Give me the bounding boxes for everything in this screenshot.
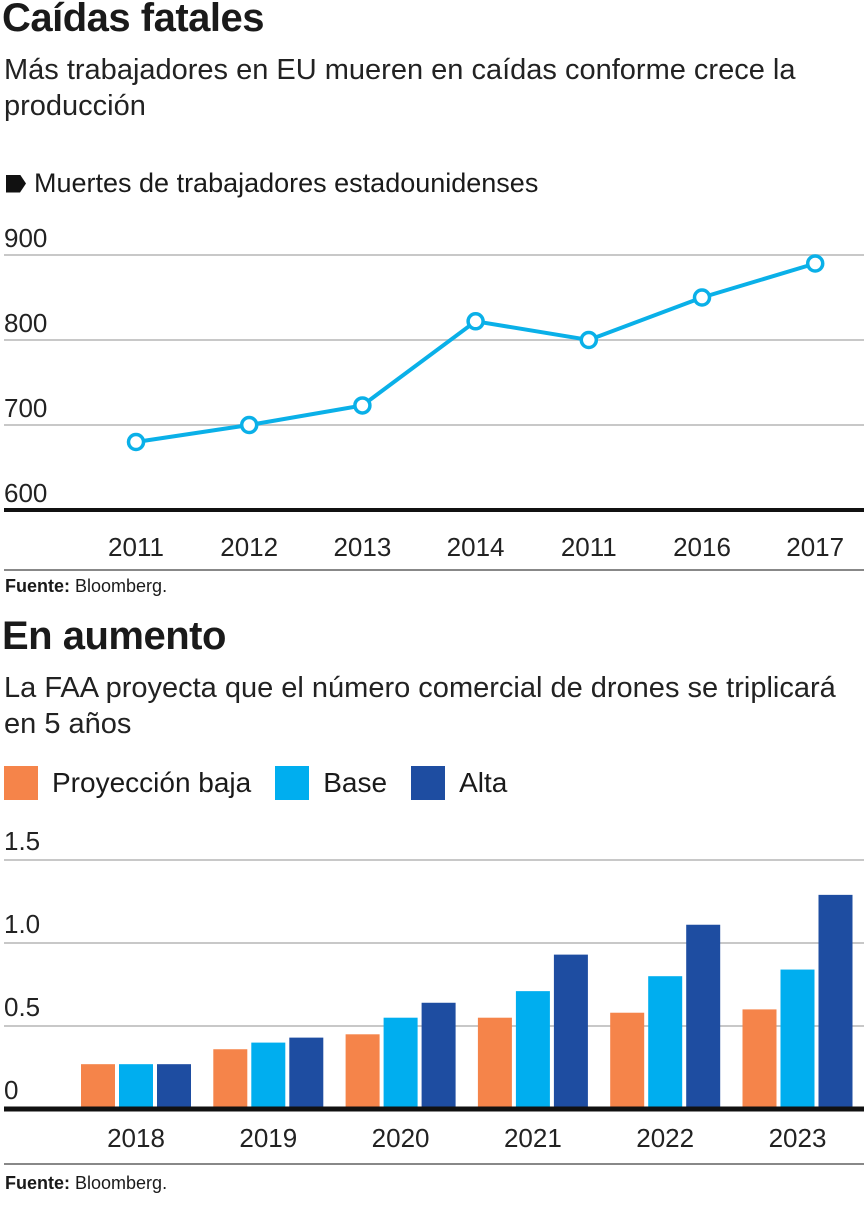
chart1-subtitle: Más trabajadores en EU mueren en caídas … [4,54,796,122]
chart2-subtitle: La FAA proyecta que el número comercial … [4,672,836,740]
line-chart: 600 700 800 900 2011 2012 2013 2014 2011 2016 2017 [4,223,864,571]
legend-label: Base [323,767,388,798]
chart1-title: Caídas fatales [2,0,265,40]
x-tick-label: 2023 [769,1123,827,1153]
bar-base [515,991,550,1109]
legend-swatch [275,766,310,800]
bar-alta [818,894,853,1109]
x-tick-label: 2016 [673,532,731,562]
data-point [353,396,372,415]
bar-base [119,1064,153,1109]
y-tick-label: 1.5 [4,826,40,856]
data-point [805,254,825,273]
x-tick-label: 2014 [447,532,505,562]
series-line [135,261,816,444]
legend-label: Proyección baja [52,767,252,798]
bar-base [251,1042,286,1109]
x-tick-label: 2012 [220,532,278,562]
x-tick-label: 2020 [372,1123,430,1153]
bar-alta [553,954,588,1109]
chart1-series-label-text: Muertes de trabajadores estadounidenses [34,168,539,198]
x-tick-label: 2011 [561,532,617,562]
bar-alta [421,1002,456,1109]
y-tick-label: 600 [4,478,47,508]
legend-label: Alta [459,767,508,798]
bar-base [383,1017,418,1109]
y-tick-label: 800 [4,308,47,338]
bar-proyecci-n-baja [345,1034,380,1109]
x-tick-label: 2017 [786,532,844,562]
y-tick-label: 1.0 [4,909,40,939]
y-tick-label: 0.5 [4,992,40,1022]
x-tick-label: 2011 [108,532,164,562]
legend: Proyección baja Base Alta [4,766,531,800]
y-tick-label: 700 [4,393,47,423]
source-text: Bloomberg. [75,1173,168,1193]
x-tick-label: 2021 [504,1123,562,1153]
bar-proyecci-n-baja [213,1049,248,1109]
data-point [239,415,259,435]
source-label: Fuente: [5,576,70,596]
bar-base [780,969,815,1109]
legend-item-base: Base [275,766,387,800]
chart1-source: Fuente: Bloomberg. [5,576,167,597]
x-tick-label: 2022 [636,1123,694,1153]
bar-alta [157,1064,191,1109]
bar-proyecci-n-baja [81,1064,115,1109]
bar-proyecci-n-baja [742,1009,777,1109]
x-tick-label: 2018 [107,1123,165,1153]
bar-alta [686,924,721,1109]
source-text: Bloomberg. [75,576,168,596]
data-point [579,330,599,350]
bar-base [648,976,683,1109]
bar-proyecci-n-baja [610,1012,645,1109]
x-tick-label: 2019 [239,1123,297,1153]
data-point [692,288,712,307]
legend-swatch [4,766,38,800]
data-point [126,432,146,452]
bar-alta [289,1037,324,1109]
legend-swatch [411,766,446,800]
source-label: Fuente: [5,1173,70,1193]
legend-item-baja: Proyección baja [4,766,251,800]
tag-icon [6,174,26,193]
legend-item-alta: Alta [411,766,507,800]
chart2-source: Fuente: Bloomberg. [5,1173,167,1194]
x-tick-label: 2013 [333,532,391,562]
y-tick-label: 900 [4,223,47,253]
bar-proyecci-n-baja [477,1017,512,1109]
bar-chart: 0 0.5 1.0 1.5 2018 2019 2020 2021 2022 2023 [4,826,864,1165]
data-point [466,312,485,331]
chart1-series-label: Muertes de trabajadores estadounidenses [6,168,538,199]
chart2-title: En aumento [2,614,226,658]
y-tick-label: 0 [4,1075,18,1105]
